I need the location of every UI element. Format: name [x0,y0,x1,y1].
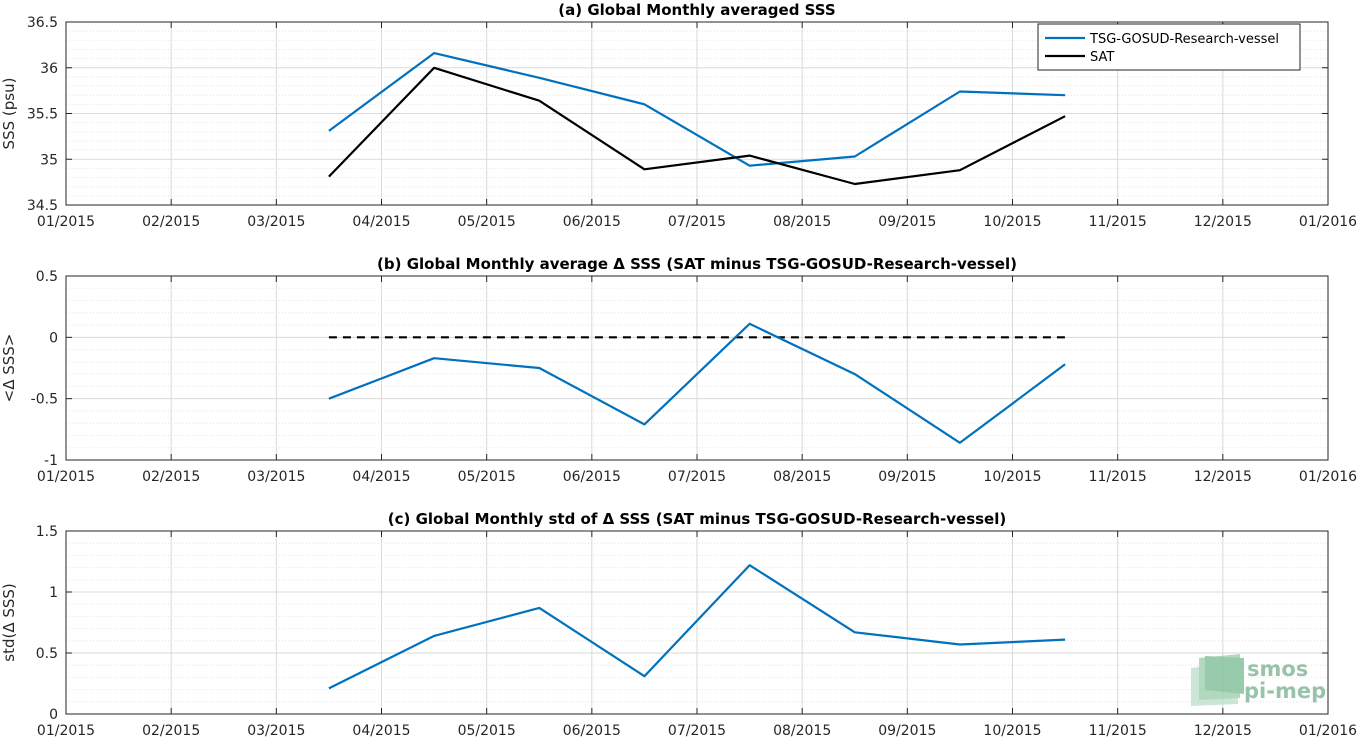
x-tick-label: 04/2015 [352,214,410,230]
subplot-title: (b) Global Monthly average Δ SSS (SAT mi… [377,255,1017,273]
x-tick-label: 06/2015 [563,214,621,230]
x-tick-label: 01/2016 [1299,469,1357,485]
x-tick-label: 10/2015 [983,214,1041,230]
x-tick-label: 09/2015 [878,469,936,485]
y-tick-label: 36.5 [27,15,58,31]
x-tick-label: 01/2016 [1299,214,1357,230]
y-axis-label: std(Δ SSS) [0,583,18,662]
legend-label: SAT [1090,50,1114,65]
x-tick-label: 11/2015 [1089,214,1147,230]
x-tick-label: 05/2015 [458,214,516,230]
y-tick-label: 36 [40,61,58,77]
x-tick-label: 10/2015 [983,469,1041,485]
legend-label: TSG-GOSUD-Research-vessel [1089,32,1279,47]
x-tick-label: 03/2015 [247,214,305,230]
y-tick-label: 1 [49,585,58,601]
x-tick-label: 01/2015 [37,723,95,737]
x-tick-label: 11/2015 [1089,723,1147,737]
x-tick-label: 02/2015 [142,469,200,485]
x-tick-label: 01/2015 [37,469,95,485]
y-tick-label: 1.5 [36,524,58,540]
x-tick-label: 06/2015 [563,469,621,485]
x-tick-label: 11/2015 [1089,469,1147,485]
x-tick-label: 05/2015 [458,469,516,485]
x-tick-label: 04/2015 [352,469,410,485]
logo-text-pi-mep: pi-mep [1244,679,1326,703]
x-tick-label: 12/2015 [1194,214,1252,230]
x-tick-label: 03/2015 [247,469,305,485]
series-line [328,66,1066,186]
subplot-3: 01/2015 02/2015 03/2015 04/2015 05/2015 06/20… [0,510,1357,737]
y-tick-label: 0 [49,330,58,346]
x-tick-label: 06/2015 [563,723,621,737]
y-tick-label: 0.5 [36,269,58,285]
y-tick-label: 35.5 [27,107,58,123]
x-tick-label: 07/2015 [668,214,726,230]
y-tick-label: -1 [44,453,58,469]
x-tick-label: 12/2015 [1194,469,1252,485]
legend-box [1037,23,1301,71]
y-axis-label: <Δ SSS> [0,334,18,403]
series-line [328,564,1066,690]
y-tick-label: 0.5 [36,646,58,662]
x-tick-label: 08/2015 [773,723,831,737]
logo-panel-front [1205,656,1244,694]
subplot-2: 01/2015 02/2015 03/2015 04/2015 05/2015 06/20… [0,255,1357,485]
x-tick-label: 01/2015 [37,214,95,230]
x-tick-label: 12/2015 [1194,723,1252,737]
x-tick-label: 09/2015 [878,214,936,230]
y-tick-label: -0.5 [31,392,58,408]
y-tick-label: 0 [49,707,58,723]
subplot-title: (a) Global Monthly averaged SSS [558,1,835,19]
x-tick-label: 03/2015 [247,723,305,737]
x-tick-label: 02/2015 [142,723,200,737]
subplot-1: 01/2015 02/2015 03/2015 04/2015 05/2015 06/20… [0,1,1357,230]
x-tick-label: 02/2015 [142,214,200,230]
x-tick-label: 09/2015 [878,723,936,737]
x-tick-label: 01/2016 [1299,723,1357,737]
y-tick-label: 34.5 [27,198,58,214]
x-tick-label: 07/2015 [668,469,726,485]
series-line [328,322,1066,444]
x-tick-label: 10/2015 [983,723,1041,737]
x-tick-label: 08/2015 [773,469,831,485]
x-tick-label: 04/2015 [352,723,410,737]
y-tick-label: 35 [40,152,58,168]
y-axis-label: SSS (psu) [0,78,18,150]
x-tick-label: 07/2015 [668,723,726,737]
subplot-title: (c) Global Monthly std of Δ SSS (SAT min… [388,510,1006,528]
x-tick-label: 08/2015 [773,214,831,230]
series-line [328,51,1066,167]
logo-text-smos: smos [1247,657,1308,681]
x-tick-label: 05/2015 [458,723,516,737]
